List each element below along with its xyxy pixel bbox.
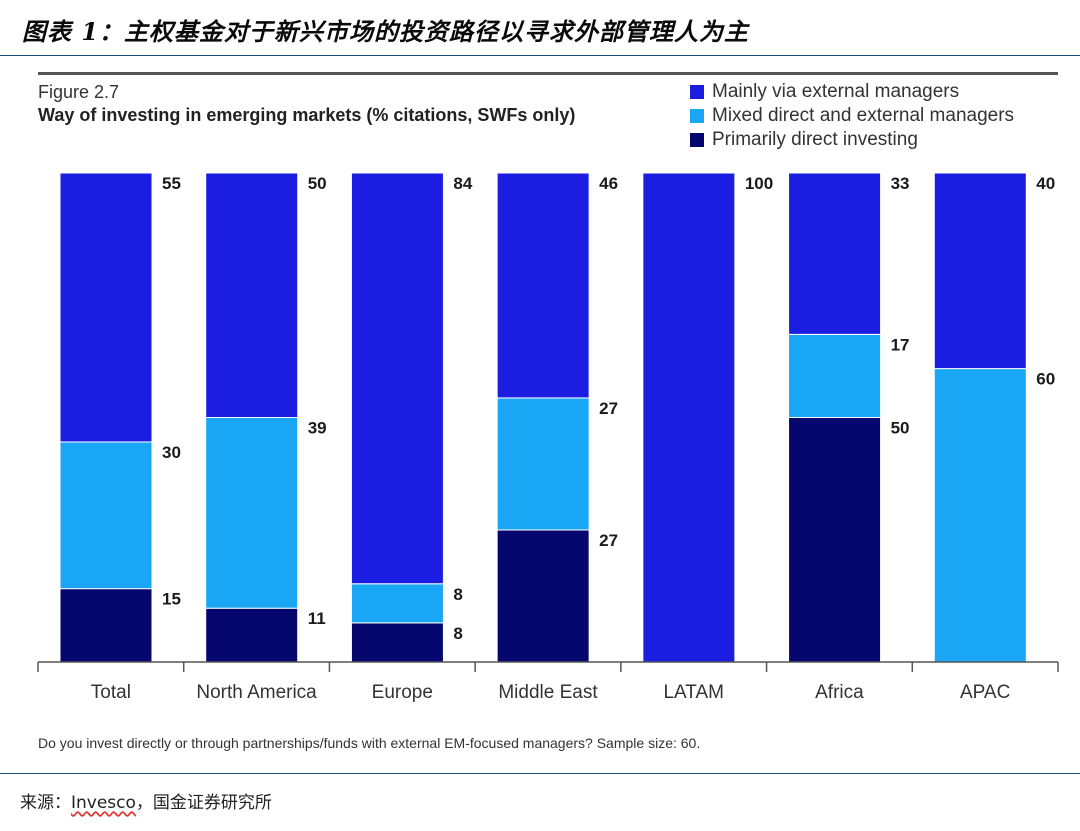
data-label-north-america-mainly_external: 50 — [308, 174, 327, 193]
source-line: 来源：Invesco，国金证券研究所 — [20, 788, 272, 813]
data-label-middle-east-mainly_external: 46 — [599, 174, 618, 193]
data-label-europe-direct: 8 — [453, 624, 462, 643]
data-label-total-direct: 15 — [162, 590, 181, 609]
bar-africa-mixed — [788, 333, 882, 418]
data-label-africa-direct: 50 — [891, 419, 910, 438]
bar-total-mixed — [59, 441, 153, 590]
bar-north-america-direct — [205, 607, 299, 663]
data-label-africa-mainly_external: 33 — [891, 174, 910, 193]
data-label-europe-mixed: 8 — [453, 585, 462, 604]
bar-apac-mainly_external — [933, 172, 1027, 370]
data-label-africa-mixed: 17 — [891, 335, 910, 354]
bar-africa-direct — [788, 417, 882, 663]
figure-label: Figure 2.7 — [38, 82, 120, 102]
legend-swatch-mainly-external — [690, 85, 704, 99]
x-tick-label-north-america: North America — [196, 682, 317, 703]
bar-middle-east-mixed — [496, 397, 590, 531]
bar-europe-direct — [350, 622, 444, 663]
figure-top-rule — [38, 72, 1058, 75]
legend-swatch-mixed — [690, 109, 704, 123]
x-tick-label-middle-east: Middle East — [498, 682, 598, 703]
source-rule — [0, 773, 1080, 774]
x-tick-label-africa: Africa — [815, 682, 864, 703]
legend-item-mixed: Mixed direct and external managers — [690, 104, 1014, 128]
data-label-total-mainly_external: 55 — [162, 174, 181, 193]
x-tick-label-total: Total — [91, 682, 131, 703]
data-label-apac-mainly_external: 40 — [1036, 174, 1055, 193]
stacked-bar-chart: 15 30 55 Total 11 39 50 North America 8 8 84 Europe… — [37, 172, 1059, 703]
x-tick-label-latam: LATAM — [663, 682, 724, 703]
chart-footnote: Do you invest directly or through partne… — [38, 735, 701, 751]
legend-item-mainly-external: Mainly via external managers — [690, 80, 1014, 104]
source-org: Invesco — [71, 793, 136, 813]
bar-north-america-mixed — [205, 417, 299, 609]
data-label-north-america-direct: 11 — [308, 609, 326, 628]
caption-rule — [0, 55, 1080, 56]
figure-title: Way of investing in emerging markets (% … — [38, 105, 576, 125]
source-rest: 国金证券研究所 — [152, 793, 272, 813]
x-tick-label-europe: Europe — [372, 682, 433, 703]
source-prefix: 来源： — [20, 793, 71, 813]
data-label-europe-mainly_external: 84 — [453, 174, 472, 193]
data-label-total-mixed: 30 — [162, 443, 181, 462]
bar-north-america-mainly_external — [205, 172, 299, 418]
x-tick-label-apac: APAC — [960, 682, 1010, 703]
data-label-middle-east-mixed: 27 — [599, 399, 618, 418]
data-label-north-america-mixed: 39 — [308, 419, 327, 438]
bar-latam-mainly_external — [642, 172, 736, 663]
data-label-apac-mixed: 60 — [1036, 370, 1055, 389]
bar-apac-mixed — [933, 368, 1027, 663]
chart-caption: 图表 1：主权基金对于新兴市场的投资路径以寻求外部管理人为主 — [22, 17, 750, 46]
bar-middle-east-mainly_external — [496, 172, 590, 399]
legend-label-direct: Primarily direct investing — [712, 129, 918, 150]
legend-item-direct: Primarily direct investing — [690, 128, 1014, 152]
bar-total-mainly_external — [59, 172, 153, 443]
bar-europe-mainly_external — [350, 172, 444, 585]
source-sep: ， — [135, 793, 153, 813]
chart-legend: Mainly via external managers Mixed direc… — [690, 80, 1014, 152]
bar-africa-mainly_external — [788, 172, 882, 335]
bar-total-direct — [59, 588, 153, 663]
data-label-latam-mainly_external: 100 — [745, 174, 773, 193]
bar-middle-east-direct — [496, 529, 590, 663]
legend-swatch-direct — [690, 133, 704, 147]
data-label-middle-east-direct: 27 — [599, 531, 618, 550]
legend-label-mainly-external: Mainly via external managers — [712, 81, 960, 102]
legend-label-mixed: Mixed direct and external managers — [712, 105, 1015, 126]
bar-europe-mixed — [350, 583, 444, 624]
